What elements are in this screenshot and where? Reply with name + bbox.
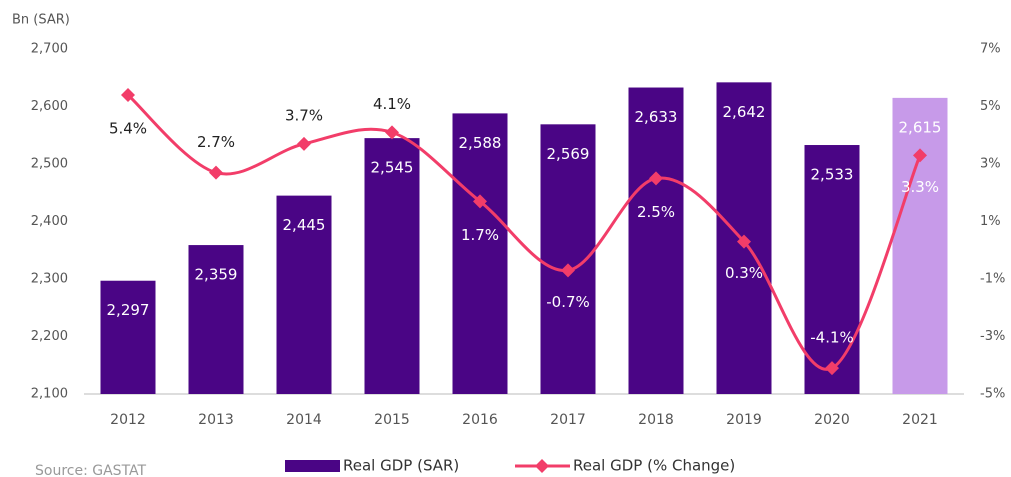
legend-label: Real GDP (SAR) (343, 457, 459, 475)
line-marker (297, 136, 311, 151)
line-value-label: 3.7% (285, 106, 323, 124)
bar-value-label: 2,642 (723, 103, 766, 121)
bar-value-label: 2,569 (547, 145, 590, 163)
bar-value-label: 2,445 (283, 216, 326, 234)
line-marker (385, 125, 399, 140)
x-tick-label: 2018 (638, 412, 674, 428)
x-tick-label: 2020 (814, 412, 850, 428)
line-marker (121, 88, 135, 102)
bar (804, 145, 860, 394)
y2-tick-label: -5% (980, 387, 1005, 402)
line-value-label: 5.4% (109, 120, 147, 138)
y-tick-label: 2,600 (31, 99, 68, 114)
x-tick-label: 2014 (286, 412, 322, 428)
bar-value-label: 2,297 (107, 301, 150, 319)
y-tick-label: 2,300 (31, 272, 68, 287)
bar-value-label: 2,545 (371, 159, 414, 177)
x-tick-label: 2013 (198, 412, 234, 428)
line-value-label: 0.3% (725, 264, 763, 282)
x-tick-label: 2021 (902, 412, 938, 428)
bar-value-label: 2,633 (635, 108, 678, 126)
line-marker (825, 361, 839, 376)
bar (188, 245, 244, 394)
y2-tick-label: 3% (980, 157, 1001, 172)
line-value-label: 2.7% (197, 133, 235, 151)
line-marker (913, 148, 927, 163)
bar-value-label: 2,359 (195, 266, 238, 284)
y2-tick-label: 1% (980, 214, 1001, 229)
y2-tick-label: 5% (980, 99, 1001, 114)
bar (100, 280, 156, 394)
y2-tick-label: -1% (980, 272, 1005, 287)
source-note: Source: GASTAT (35, 463, 147, 477)
y2-tick-label: 7% (980, 42, 1001, 57)
y-tick-label: 2,700 (31, 42, 68, 57)
line-marker (649, 171, 663, 186)
y-axis-label: Bn (SAR) (12, 13, 70, 28)
y2-tick-label: -3% (980, 329, 1005, 344)
legend-label: Real GDP (% Change) (573, 457, 735, 475)
legend-swatch (285, 460, 340, 472)
line-value-label: -0.7% (546, 293, 590, 311)
line-marker (561, 263, 575, 278)
line-value-label: 1.7% (461, 226, 499, 244)
line-value-label: 2.5% (637, 203, 675, 221)
bar (628, 87, 684, 395)
line-marker (737, 234, 751, 249)
x-tick-label: 2017 (550, 412, 586, 428)
bar (276, 195, 332, 394)
legend-marker (535, 459, 549, 473)
y-tick-label: 2,500 (31, 157, 68, 172)
x-tick-label: 2012 (110, 412, 146, 428)
bar-value-label: 2,588 (459, 134, 502, 152)
line-value-label: 4.1% (373, 95, 411, 113)
bar-value-label: 2,533 (811, 166, 854, 184)
line-value-label: -4.1% (810, 329, 854, 347)
x-tick-label: 2015 (374, 412, 410, 428)
bar-value-label: 2,615 (899, 118, 942, 136)
line-series (127, 93, 922, 371)
x-tick-label: 2019 (726, 412, 762, 428)
y-tick-label: 2,400 (31, 214, 68, 229)
y-tick-label: 2,200 (31, 329, 68, 344)
line-value-label: 3.3% (901, 178, 939, 196)
line-marker (473, 194, 487, 209)
bar (452, 113, 508, 395)
line-marker (209, 165, 223, 180)
bar (364, 138, 420, 394)
bar (892, 97, 948, 394)
x-tick-label: 2016 (462, 412, 498, 428)
y-tick-label: 2,100 (31, 387, 68, 402)
